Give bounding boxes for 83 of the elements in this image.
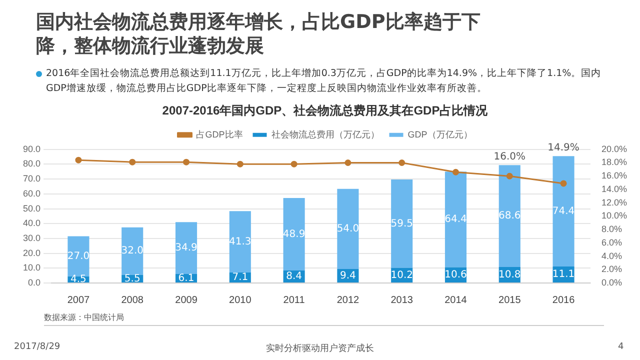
y2-tick-label: 8.0%: [601, 224, 622, 234]
data-label: 14.9%: [548, 142, 580, 154]
point: [344, 160, 352, 166]
y-tick-label: 90.0: [22, 144, 41, 154]
point: [129, 158, 136, 166]
bar: [122, 227, 144, 275]
text: 实时分析驱动用户资产成长: [266, 344, 374, 354]
x-tick-label: 2009: [175, 294, 198, 306]
y-tick-label: 60.0: [22, 188, 41, 198]
y2-tick-label: 18.0%: [601, 157, 628, 168]
data-label: 41.3: [229, 236, 252, 248]
data-label: 64.4: [444, 214, 467, 226]
point: [398, 160, 406, 166]
y2-tick-label: 14.0%: [601, 184, 628, 194]
y-tick-label: 0.0: [28, 277, 41, 288]
x-tick-label: 2012: [336, 294, 360, 306]
chart-subtitle: 国内社会物流总费用逐年增长，占比GDP比率趋于下降，整体物流行业蓬勃发展: [36, 10, 482, 58]
bar: [337, 188, 359, 270]
point: [560, 180, 567, 187]
text: 2016年全国社会物流总费用总额达到11.1万亿元，比上年增加0.3万亿元，占GDP的比率为14.9%，比上年下降了1.1%。国内GDP增速放缓，物流总费用占比GDP比率逐年下降，一定程度上反映国内物流业作业效率有所改善。: [46, 67, 602, 96]
y-tick-label: 20.0: [22, 248, 41, 258]
x-tick-label: 2015: [498, 294, 522, 306]
legend-label: 占GDP比率: [196, 129, 243, 140]
text: 4: [618, 342, 624, 352]
bar: [552, 156, 574, 267]
x-tick-label: 2007: [67, 294, 90, 306]
y2-tick-label: 16.0%: [601, 170, 628, 181]
y-tick-label: 30.0: [22, 232, 41, 243]
point: [236, 160, 244, 168]
y2-tick-label: 0.0%: [601, 277, 622, 288]
bar: [283, 198, 305, 271]
data-label: 54.0: [336, 224, 360, 235]
data-label: 32.0: [121, 246, 144, 257]
data-label: 27.0: [67, 250, 90, 262]
data-label: 74.4: [552, 206, 575, 217]
point: [183, 158, 190, 166]
chart-title: 2007-2016年国内GDP、社会物流总费用及其在GDP占比情况: [162, 104, 489, 118]
x-tick-label: 2016: [552, 294, 576, 306]
x-tick-label: 2008: [121, 294, 144, 306]
point: [290, 160, 298, 168]
bar: [391, 180, 413, 268]
text: 2017/8/29: [14, 342, 60, 352]
data-label: 10.2: [390, 270, 413, 281]
y-tick-label: 70.0: [22, 174, 41, 184]
data-label: 4.5: [70, 274, 86, 286]
data-label: 10.8: [498, 269, 521, 280]
legend-label: GDP（万亿元）: [408, 129, 472, 140]
y2-tick-label: 20.0%: [601, 144, 628, 154]
x-tick-label: 2014: [444, 294, 468, 306]
y-tick-label: 10.0: [22, 262, 41, 273]
point: [452, 168, 459, 176]
x-tick-label: 2013: [390, 294, 414, 306]
y2-tick-label: 4.0%: [601, 250, 622, 261]
source-note: 数据来源：中国统计局: [44, 312, 124, 323]
y2-tick-label: 2.0%: [601, 264, 622, 274]
x-tick-label: 2011: [283, 294, 306, 306]
data-label: 10.6: [444, 269, 467, 280]
bar: [498, 165, 520, 267]
point: [75, 156, 82, 164]
data-label: 68.6: [498, 210, 521, 222]
y2-tick-label: 6.0%: [601, 237, 622, 248]
y2-tick-label: 10.0%: [601, 210, 628, 221]
data-label: 11.1: [552, 269, 575, 280]
y-tick-label: 40.0: [22, 218, 41, 228]
data-label: 9.4: [340, 270, 356, 282]
bar: [175, 222, 198, 274]
data-label: 8.4: [286, 271, 302, 282]
y2-tick-label: 12.0%: [601, 197, 628, 208]
data-label: 59.5: [390, 218, 413, 230]
legend-label: 社会物流总费用（万亿元）: [271, 129, 380, 140]
data-label: 7.1: [232, 272, 248, 284]
data-label: 6.1: [178, 272, 194, 284]
data-label: 16.0%: [494, 152, 526, 163]
bar: [229, 211, 251, 272]
y-tick-label: 80.0: [22, 158, 41, 169]
bar: [68, 236, 90, 276]
data-label: 5.5: [124, 273, 140, 284]
data-label: 48.9: [282, 228, 306, 240]
y-tick-label: 50.0: [22, 203, 41, 214]
data-label: 34.9: [175, 242, 198, 254]
bar: [444, 172, 467, 268]
x-tick-label: 2010: [229, 294, 252, 306]
point: [506, 172, 513, 180]
